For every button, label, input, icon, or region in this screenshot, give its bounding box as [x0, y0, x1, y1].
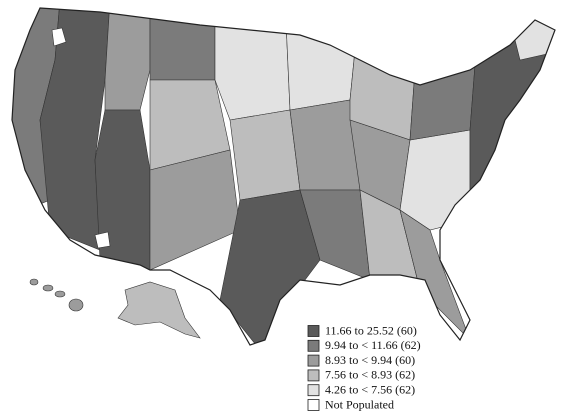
legend-swatch: [307, 339, 320, 352]
legend-label: 9.94 to < 11.66 (62): [325, 338, 421, 352]
island: [29, 278, 39, 286]
legend-label: 8.93 to < 9.94 (60): [325, 353, 415, 367]
region: [104, 8, 151, 111]
region: [214, 8, 291, 121]
region: [149, 8, 216, 81]
legend-swatch: [307, 369, 320, 382]
hawaii: [29, 278, 84, 312]
legend-swatch: [307, 399, 320, 411]
us-outline: [11, 7, 556, 346]
legend-swatch: [307, 325, 320, 337]
legend-label: 7.56 to < 8.93 (62): [325, 368, 415, 382]
legend-swatch: [307, 354, 320, 367]
alaska: [117, 281, 201, 339]
region: [399, 129, 471, 231]
legend: 11.66 to 25.52 (60)9.94 to < 11.66 (62)8…: [307, 323, 421, 411]
legend-label: 11.66 to 25.52 (60): [325, 323, 417, 337]
legend-swatch: [307, 384, 320, 397]
region: [399, 209, 471, 341]
region: [51, 27, 67, 47]
region: [289, 99, 361, 191]
region: [349, 8, 421, 141]
island: [68, 298, 84, 312]
island: [42, 284, 54, 292]
legend-label: 4.26 to < 7.56 (62): [325, 382, 415, 396]
island: [54, 290, 66, 298]
region: [94, 231, 111, 249]
region: [229, 109, 301, 201]
region: [149, 149, 241, 271]
legend-label: Not Populated: [325, 397, 394, 411]
